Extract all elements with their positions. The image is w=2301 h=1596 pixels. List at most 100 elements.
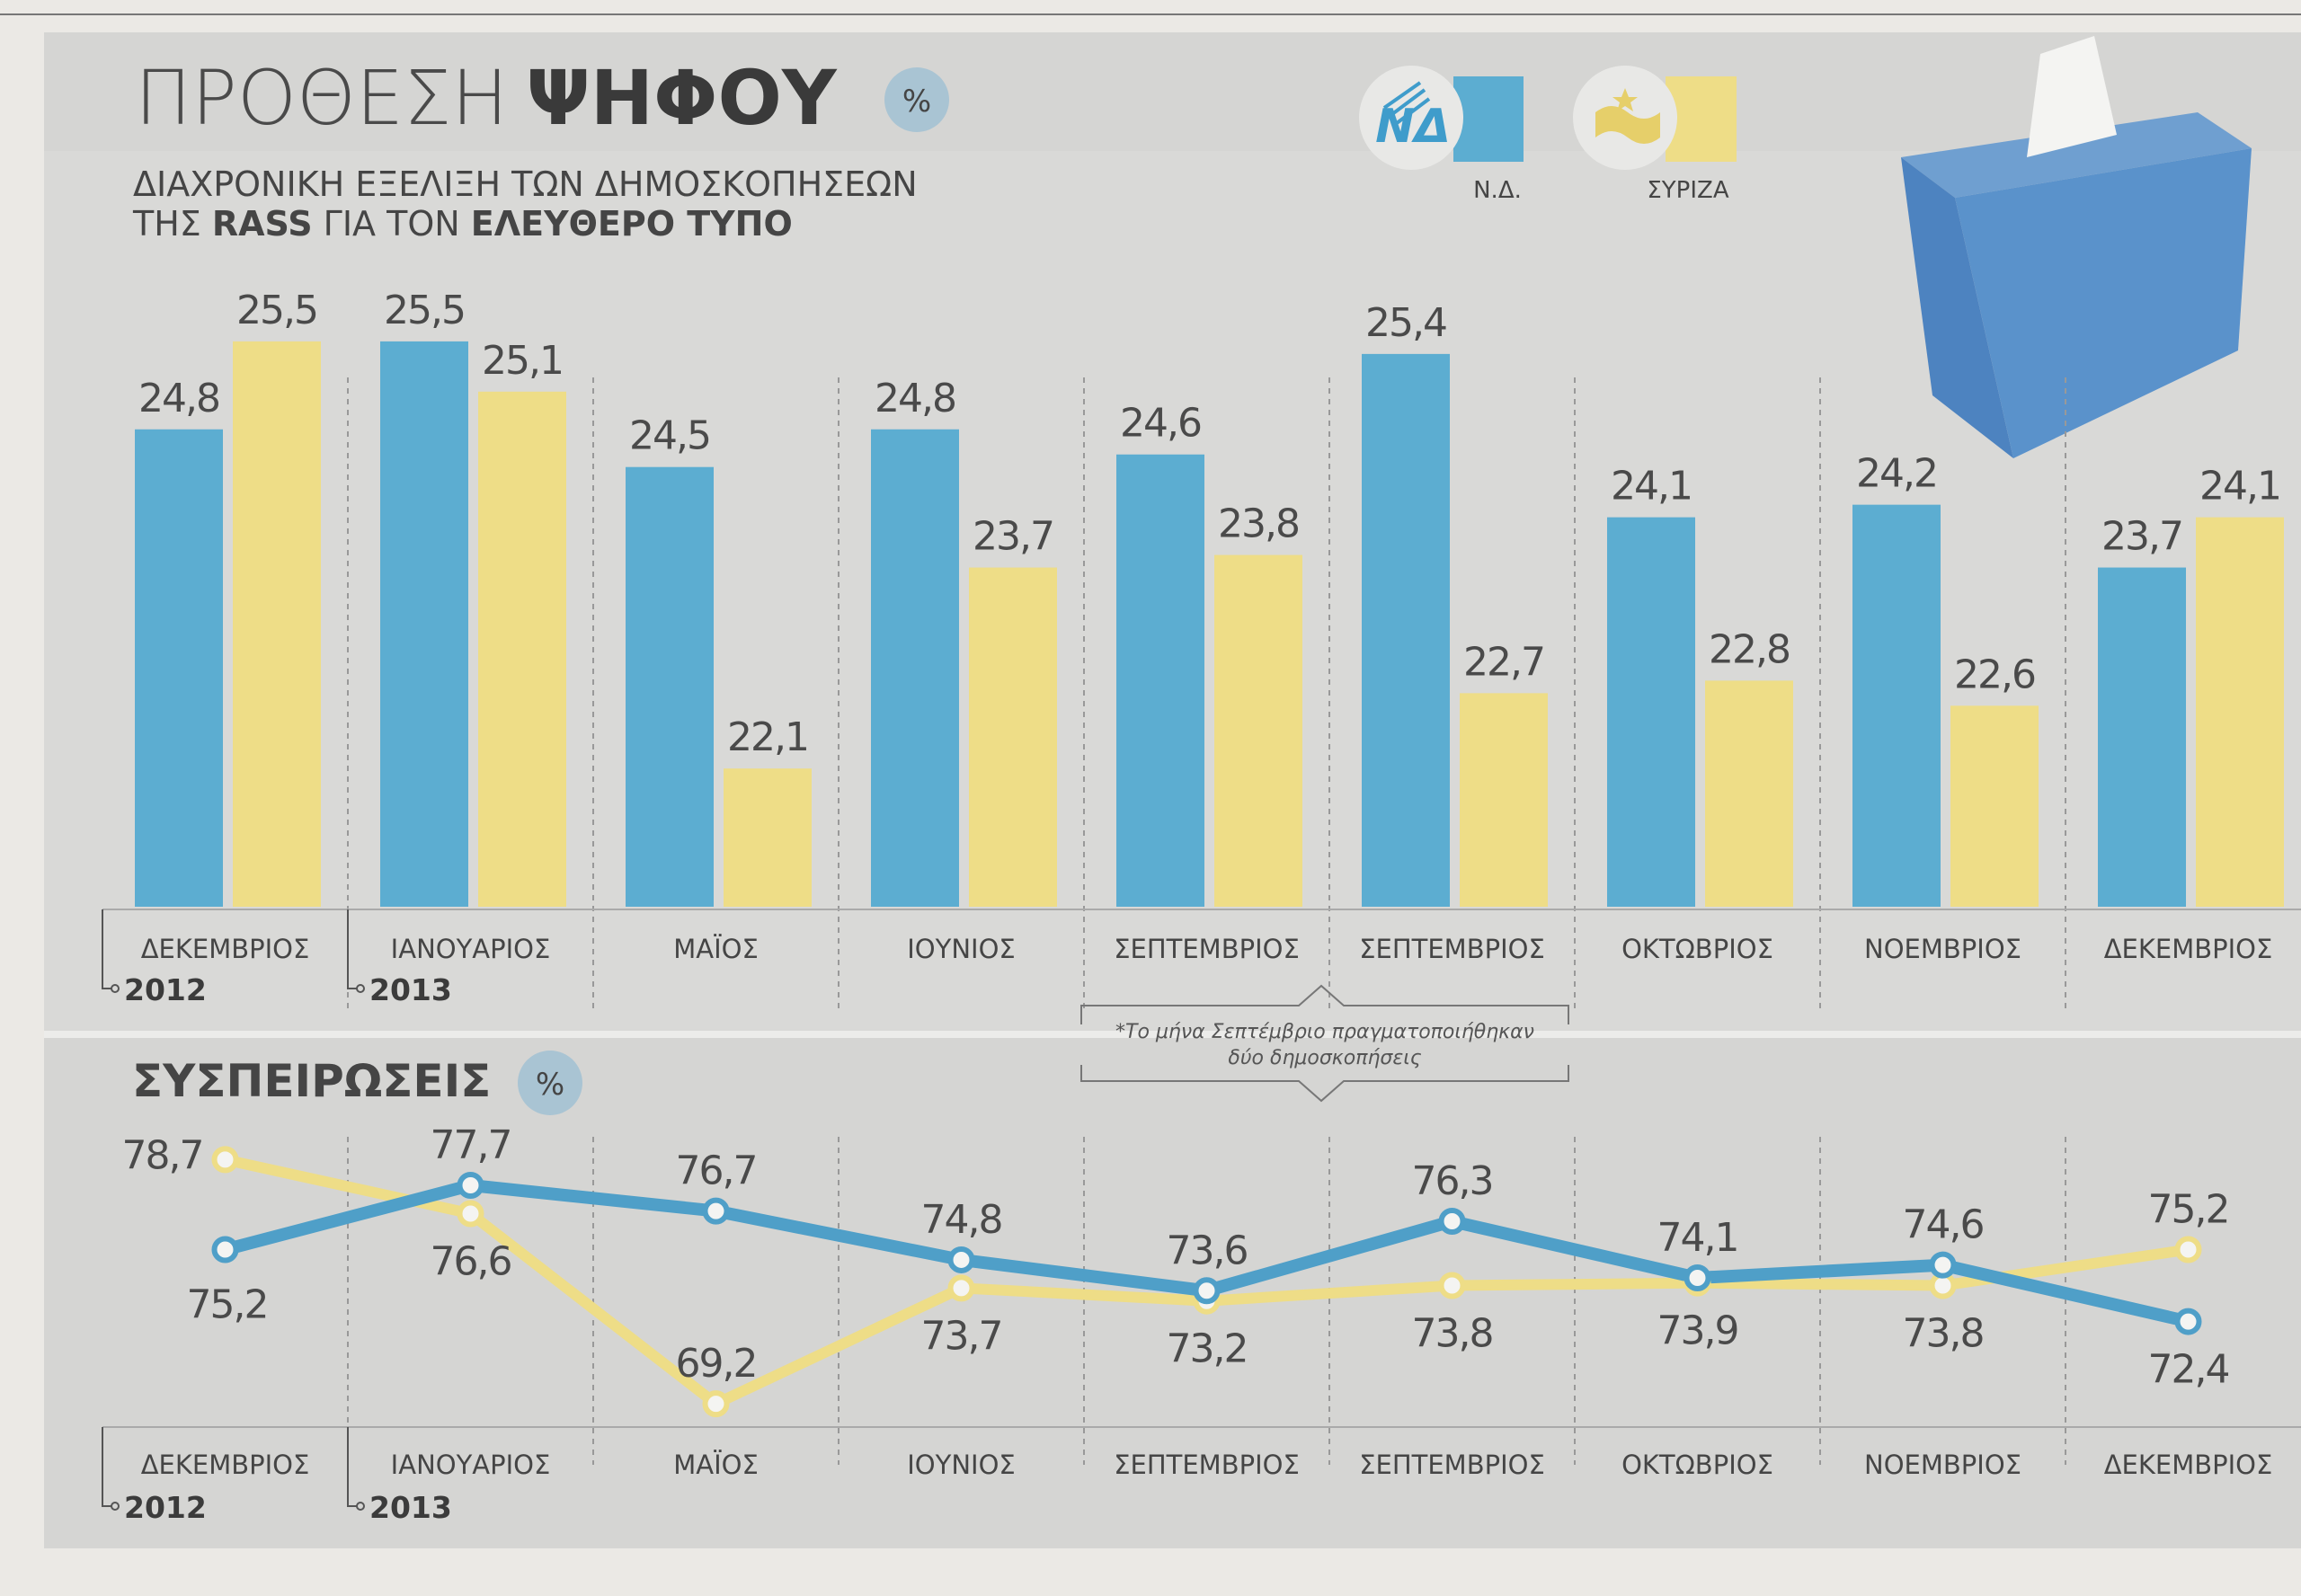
chart-title: ΠΡΟΘΕΣΗ ΨΗΦΟΥ [135, 54, 838, 142]
month-label: ΔΕΚΕΜΒΡΙΟΣ [141, 1450, 310, 1480]
section2-title: ΣΥΣΠΕΙΡΩΣΕΙΣ [132, 1055, 491, 1107]
legend-label-syriza: ΣΥΡΙΖΑ [1647, 177, 1728, 204]
bar-value-label: 24,8 [138, 376, 219, 421]
point-value-label: 74,8 [921, 1197, 1002, 1243]
ballot-paper-icon [2027, 36, 2117, 157]
point-value-label: 69,2 [676, 1341, 757, 1387]
point-nd [457, 1172, 484, 1199]
bar-value-label: 24,1 [1611, 464, 1692, 510]
month-label: ΣΕΠΤΕΜΒΡΙΟΣ [1359, 1450, 1545, 1480]
point-nd [1684, 1264, 1711, 1291]
point-value-label: 78,7 [122, 1132, 203, 1178]
bar-nd [380, 341, 468, 907]
section2-percent-text: % [536, 1067, 564, 1103]
bar-value-label: 23,8 [1218, 501, 1299, 547]
point-value-label: 76,7 [676, 1148, 757, 1194]
point-value-label: 73,7 [921, 1313, 1002, 1359]
point-value-label: 73,8 [1412, 1311, 1493, 1357]
bar-syriza [478, 391, 566, 907]
bar-syriza [724, 768, 812, 907]
syriza-flag-icon [1595, 106, 1660, 144]
legend-swatch-nd [1453, 76, 1524, 162]
subtitle-line-2: ΤΗΣ RASS ΓΙΑ ΤΟΝ ΕΛΕΥΘΕΡΟ ΤΥΠΟ [132, 204, 793, 244]
month-label: ΙΑΝΟΥΑΡΙΟΣ [391, 1450, 551, 1480]
legend-swatch-syriza [1666, 76, 1737, 162]
point-value-label: 75,2 [187, 1282, 268, 1328]
bar-syriza [2196, 517, 2284, 907]
year-marker-dot [111, 984, 120, 993]
legend-nd: ΝΔ Ν.Δ. [1359, 66, 1524, 204]
bar-syriza [1950, 705, 2039, 907]
bar-value-label: 24,8 [875, 376, 955, 421]
month-label: ΝΟΕΜΒΡΙΟΣ [1864, 934, 2021, 964]
ballot-box-illustration [1901, 36, 2252, 458]
bar-nd [2098, 567, 2186, 907]
section2-percent-badge [518, 1051, 582, 1115]
bar-value-label: 22,7 [1463, 639, 1544, 685]
bar-syriza [1214, 554, 1302, 907]
month-label: ΔΕΚΕΜΒΡΙΟΣ [2104, 934, 2273, 964]
point-nd [702, 1197, 730, 1225]
point-value-label: 74,1 [1657, 1215, 1738, 1261]
bar-nd [626, 466, 714, 907]
bar-syriza [1705, 680, 1793, 907]
bar-value-label: 24,6 [1120, 401, 1201, 447]
bar-value-label: 25,5 [236, 288, 317, 333]
bar-value-label: 23,7 [2101, 514, 2182, 560]
point-syriza [947, 1274, 975, 1302]
bar-value-label: 22,1 [727, 714, 808, 760]
point-nd [947, 1246, 975, 1273]
year-marker [102, 909, 111, 989]
bar-nd [1116, 454, 1204, 907]
footnote-line-1: *Το μήνα Σεπτέμβριο πραγματοποιήθηκαν [1115, 1021, 1534, 1043]
point-value-label: 75,2 [2148, 1187, 2229, 1233]
point-nd [1438, 1208, 1466, 1236]
nd-logo-icon [1359, 66, 1463, 170]
point-value-label: 73,2 [1167, 1326, 1248, 1372]
bar-value-label: 25,4 [1365, 300, 1446, 346]
point-nd [1193, 1277, 1221, 1305]
year-marker-dot [111, 1502, 120, 1511]
point-value-label: 73,6 [1167, 1228, 1248, 1273]
bar-value-label: 24,1 [2199, 464, 2280, 510]
subtitle-part: ΤΗΣ [132, 204, 212, 244]
point-syriza [211, 1146, 239, 1174]
month-label: ΣΕΠΤΕΜΒΡΙΟΣ [1114, 1450, 1300, 1480]
percent-badge-text: % [902, 84, 931, 120]
month-label: ΟΚΤΩΒΡΙΟΣ [1621, 1450, 1773, 1480]
legend-label-nd: Ν.Δ. [1473, 177, 1522, 204]
bar-syriza [1460, 693, 1548, 907]
title-light: ΠΡΟΘΕΣΗ [135, 54, 508, 142]
section2-header: ΣΥΣΠΕΙΡΩΣΕΙΣ % [132, 1051, 582, 1115]
footnote-box: *Το μήνα Σεπτέμβριο πραγματοποιήθηκαν δύ… [1080, 984, 1569, 1103]
month-label: ΙΟΥΝΙΟΣ [907, 934, 1016, 964]
subtitle-newspaper: ΕΛΕΥΘΕΡΟ ΤΥΠΟ [471, 204, 793, 244]
syriza-star-icon [1612, 88, 1638, 111]
point-value-label: 77,7 [431, 1122, 511, 1168]
bar-nd [1362, 353, 1450, 907]
point-value-label: 76,3 [1412, 1158, 1493, 1204]
percent-badge: % [884, 67, 949, 132]
bar-value-label: 24,5 [629, 413, 710, 459]
point-nd [211, 1236, 239, 1264]
year-marker-dot [356, 984, 365, 993]
year-marker [347, 909, 357, 989]
point-value-label: 74,6 [1903, 1202, 1984, 1248]
month-label: ΣΕΠΤΕΜΒΡΙΟΣ [1359, 934, 1545, 964]
subtitle-part: ΓΙΑ ΤΟΝ [313, 204, 471, 244]
year-label: 2013 [369, 972, 452, 1007]
year-marker-dot [356, 1502, 365, 1511]
bar-nd [1852, 504, 1941, 907]
month-label: ΔΕΚΕΜΒΡΙΟΣ [141, 934, 310, 964]
month-label: ΟΚΤΩΒΡΙΟΣ [1621, 934, 1773, 964]
month-label: ΙΟΥΝΙΟΣ [907, 1450, 1016, 1480]
month-label: ΙΑΝΟΥΑΡΙΟΣ [391, 934, 551, 964]
point-syriza [457, 1200, 484, 1228]
point-syriza [2174, 1236, 2202, 1264]
nd-logo-text: ΝΔ [1375, 100, 1451, 154]
point-syriza [1438, 1272, 1466, 1299]
bar-syriza [233, 341, 321, 907]
year-marker [102, 1427, 111, 1507]
year-label: 2013 [369, 1490, 452, 1525]
year-marker [347, 1427, 357, 1507]
